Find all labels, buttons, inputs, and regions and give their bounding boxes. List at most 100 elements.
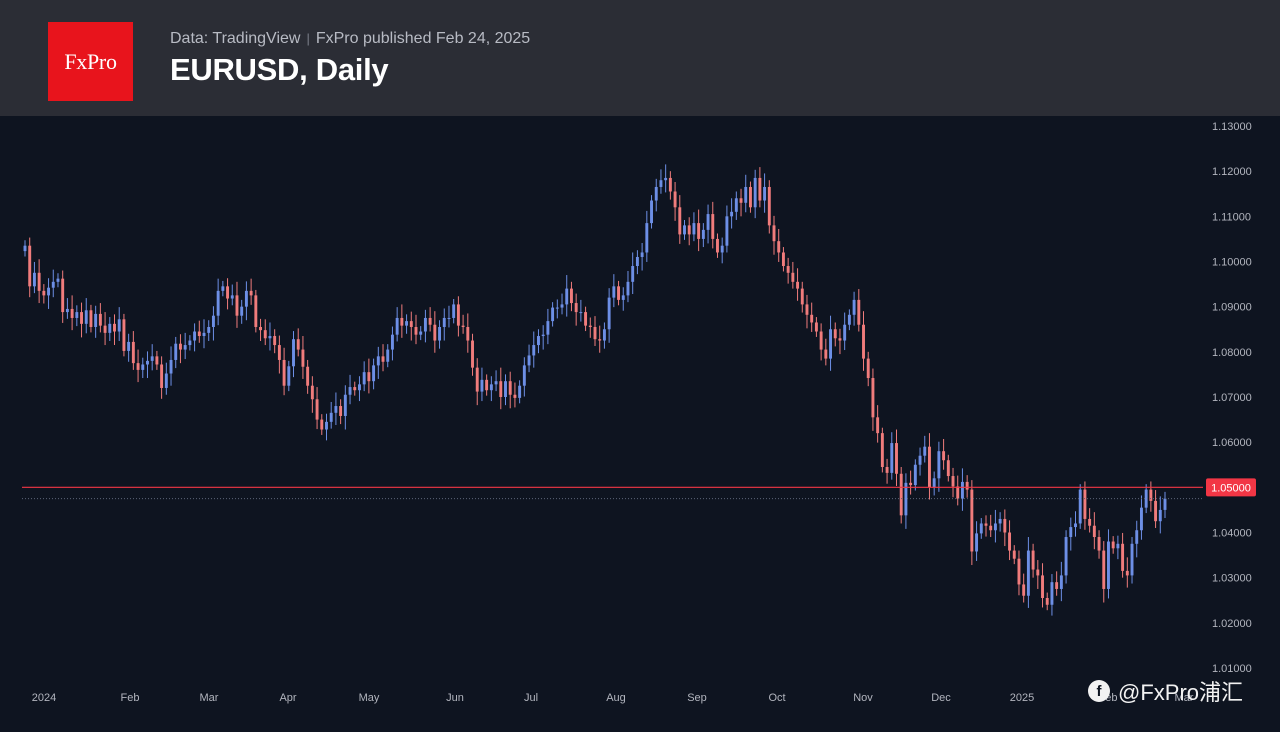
candle-bearish bbox=[1097, 537, 1101, 551]
candle-bearish bbox=[508, 381, 512, 395]
candle-bearish bbox=[178, 343, 182, 350]
candle-bullish bbox=[1026, 550, 1030, 596]
candle-bearish bbox=[857, 299, 861, 325]
candle-bearish bbox=[471, 340, 474, 368]
candle-bullish bbox=[560, 304, 564, 308]
candle-bearish bbox=[956, 486, 960, 499]
candle-bearish bbox=[70, 308, 74, 318]
candle-bearish bbox=[678, 207, 682, 235]
candle-bearish bbox=[871, 378, 875, 418]
candle-bearish bbox=[800, 288, 804, 305]
candle-bullish bbox=[1130, 543, 1134, 576]
time-axis: 2024 Feb Mar Apr May Jun Jul Aug Sep Oct Nov Dec 202… bbox=[32, 692, 1194, 704]
candle-bearish bbox=[353, 387, 357, 391]
candle-bullish bbox=[65, 308, 69, 313]
candle-bullish bbox=[183, 345, 187, 350]
candle-bullish bbox=[244, 290, 248, 307]
candle-bullish bbox=[438, 326, 442, 341]
x-tick-label: Feb bbox=[121, 692, 140, 704]
candle-bearish bbox=[80, 312, 83, 324]
candle-bullish bbox=[692, 223, 696, 235]
candle-bullish bbox=[1064, 537, 1068, 576]
candle-bullish bbox=[1059, 575, 1063, 589]
candle-bearish bbox=[1092, 525, 1096, 538]
candle-bullish bbox=[442, 317, 446, 327]
candle-bullish bbox=[1135, 530, 1139, 544]
candle-bullish bbox=[555, 307, 559, 309]
candle-bullish bbox=[188, 340, 192, 346]
candle-bullish bbox=[744, 186, 748, 203]
candle-bearish bbox=[833, 329, 837, 339]
candle-bearish bbox=[282, 359, 286, 386]
candle-bearish bbox=[1041, 575, 1044, 598]
candle-bearish bbox=[942, 451, 946, 461]
candle-bullish bbox=[174, 343, 178, 360]
candle-bearish bbox=[136, 363, 140, 370]
candle-bearish bbox=[89, 310, 93, 327]
y-tick-label: 1.02000 bbox=[1212, 618, 1252, 630]
candle-bearish bbox=[461, 325, 465, 327]
candle-bullish bbox=[654, 186, 658, 201]
candle-bearish bbox=[1154, 500, 1158, 522]
candle-bearish bbox=[805, 304, 809, 315]
watermark: f @FxPro浦汇 bbox=[1088, 676, 1243, 706]
data-source-label: Data: TradingView bbox=[170, 30, 301, 47]
candle-bullish bbox=[141, 364, 145, 370]
subtitle-separator: | bbox=[306, 31, 310, 46]
candle-bullish bbox=[202, 332, 206, 337]
candle-bearish bbox=[1111, 541, 1115, 549]
candle-bullish bbox=[1139, 507, 1143, 531]
candle-bearish bbox=[28, 245, 32, 287]
level-group bbox=[22, 486, 1203, 500]
candle-bullish bbox=[975, 533, 979, 552]
candle-bullish bbox=[904, 482, 908, 516]
candle-bearish bbox=[433, 324, 437, 341]
candle-bearish bbox=[862, 324, 865, 359]
candle-bearish bbox=[810, 314, 814, 323]
candle-bullish bbox=[1050, 582, 1054, 605]
candle-bullish bbox=[480, 379, 484, 392]
x-tick-label: Apr bbox=[279, 692, 296, 704]
candle-bearish bbox=[951, 476, 955, 487]
candle-bullish bbox=[494, 381, 498, 385]
candle-bearish bbox=[466, 326, 470, 341]
candle-bearish bbox=[131, 341, 135, 364]
candle-bullish bbox=[1069, 527, 1073, 538]
candle-bearish bbox=[928, 446, 931, 488]
candle-bearish bbox=[273, 336, 277, 346]
candle-bullish bbox=[386, 349, 390, 362]
candle-bearish bbox=[197, 331, 201, 337]
candle-bearish bbox=[1022, 584, 1026, 596]
candle-bearish bbox=[748, 186, 752, 208]
candle-bullish bbox=[221, 286, 225, 291]
y-tick-label: 1.04000 bbox=[1212, 528, 1252, 540]
candle-bullish bbox=[734, 198, 738, 212]
candle-bearish bbox=[113, 323, 116, 332]
candle-bearish bbox=[965, 481, 969, 490]
candle-bullish bbox=[489, 384, 493, 391]
candle-bearish bbox=[668, 177, 672, 192]
candle-bearish bbox=[277, 345, 281, 360]
candle-bearish bbox=[758, 177, 762, 201]
candle-bearish bbox=[687, 225, 691, 235]
candle-bullish bbox=[32, 272, 36, 287]
y-tick-label: 1.06000 bbox=[1212, 437, 1252, 449]
candle-bearish bbox=[103, 325, 107, 333]
price-chart[interactable]: 1.13000 1.12000 1.11000 1.10000 1.09000 1.080… bbox=[0, 116, 1280, 732]
y-tick-label: 1.11000 bbox=[1212, 211, 1251, 223]
candle-bearish bbox=[226, 286, 230, 299]
candle-bearish bbox=[339, 406, 343, 416]
candle-bullish bbox=[150, 356, 154, 361]
candle-bullish bbox=[376, 356, 380, 366]
candle-bullish bbox=[720, 245, 724, 253]
candle-bearish bbox=[1045, 597, 1049, 605]
candle-bearish bbox=[42, 290, 46, 296]
candle-bearish bbox=[970, 489, 974, 552]
candle-bullish bbox=[706, 214, 710, 230]
candle-bearish bbox=[984, 523, 988, 526]
candle-bullish bbox=[659, 180, 663, 187]
candle-bullish bbox=[527, 355, 531, 366]
candle-bullish bbox=[725, 216, 729, 246]
candle-bullish bbox=[612, 286, 616, 298]
candle-bearish bbox=[254, 295, 258, 327]
